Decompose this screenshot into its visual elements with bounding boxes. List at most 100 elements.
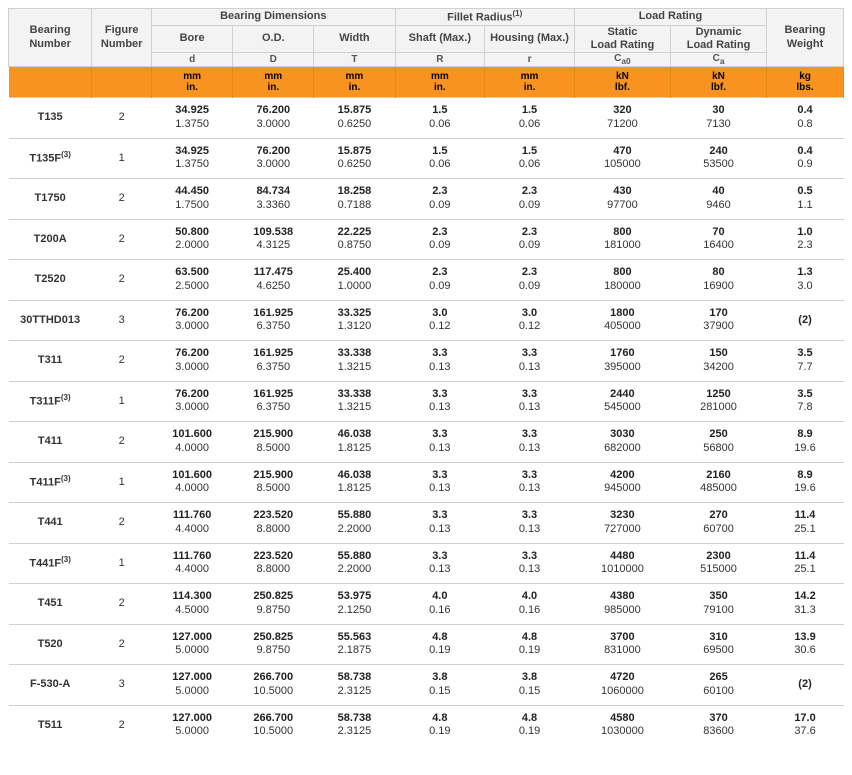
cell-figure-number: 1 <box>92 543 152 584</box>
unit-weight: kglbs. <box>767 67 844 98</box>
cell-figure-number: 2 <box>92 422 152 463</box>
table-cell: 2160485000 <box>670 462 766 503</box>
table-cell: 37083600 <box>670 705 766 745</box>
unit-od: mmin. <box>233 67 314 98</box>
table-cell: 4.80.19 <box>395 624 485 665</box>
table-cell: 127.0005.0000 <box>152 624 233 665</box>
table-cell: 58.7382.3125 <box>314 665 395 706</box>
table-cell: 3.57.8 <box>767 381 844 422</box>
table-cell: 3.80.15 <box>395 665 485 706</box>
table-cell: 161.9256.3750 <box>233 300 314 341</box>
table-cell: 161.9256.3750 <box>233 381 314 422</box>
table-cell: 34.9251.3750 <box>152 138 233 179</box>
table-cell: 3.30.13 <box>395 422 485 463</box>
table-cell: 84.7343.3360 <box>233 179 314 220</box>
col-dynamic: Dynamic Load Rating <box>670 25 766 52</box>
sym-static: Ca0 <box>574 53 670 67</box>
table-cell: 11.425.1 <box>767 503 844 544</box>
units-row: mmin. mmin. mmin. mmin. mmin. kNlbf. kNl… <box>9 67 844 98</box>
table-cell: 24053500 <box>670 138 766 179</box>
table-cell: 1760395000 <box>574 341 670 382</box>
table-cell: 127.0005.0000 <box>152 665 233 706</box>
table-row: T1750244.4501.750084.7343.336018.2580.71… <box>9 179 844 220</box>
table-cell: 11.425.1 <box>767 543 844 584</box>
cell-figure-number: 2 <box>92 624 152 665</box>
table-cell: 3.30.13 <box>485 503 575 544</box>
table-cell: 215.9008.5000 <box>233 422 314 463</box>
table-cell: 109.5384.3125 <box>233 219 314 260</box>
table-cell: 800181000 <box>574 219 670 260</box>
col-bore: Bore <box>152 25 233 52</box>
cell-bearing-number: T311F(3) <box>9 381 92 422</box>
cell-bearing-number: T311 <box>9 341 92 382</box>
cell-bearing-number: T411 <box>9 422 92 463</box>
cell-figure-number: 3 <box>92 300 152 341</box>
table-cell: 223.5208.8000 <box>233 503 314 544</box>
cell-bearing-number: T200A <box>9 219 92 260</box>
table-row: T5112127.0005.0000266.70010.500058.7382.… <box>9 705 844 745</box>
table-cell: 27060700 <box>670 503 766 544</box>
table-cell: 2300515000 <box>670 543 766 584</box>
table-cell: 3.57.7 <box>767 341 844 382</box>
table-cell: 800180000 <box>574 260 670 301</box>
cell-figure-number: 2 <box>92 179 152 220</box>
table-cell: 127.0005.0000 <box>152 705 233 745</box>
table-cell: 76.2003.0000 <box>152 341 233 382</box>
table-row: T4112101.6004.0000215.9008.500046.0381.8… <box>9 422 844 463</box>
table-row: T2520263.5002.5000117.4754.625025.4001.0… <box>9 260 844 301</box>
table-row: T135234.9251.375076.2003.000015.8750.625… <box>9 98 844 139</box>
table-cell: 2.30.09 <box>395 260 485 301</box>
table-cell: 33.3251.3120 <box>314 300 395 341</box>
cell-bearing-number: T135F(3) <box>9 138 92 179</box>
table-cell: 4.00.16 <box>485 584 575 625</box>
cell-figure-number: 2 <box>92 503 152 544</box>
table-cell: 101.6004.0000 <box>152 422 233 463</box>
table-cell: 4380985000 <box>574 584 670 625</box>
col-bearing-number: Bearing Number <box>9 9 92 67</box>
group-fillet: Fillet Radius(1) <box>395 9 574 26</box>
table-row: T311F(3)176.2003.0000161.9256.375033.338… <box>9 381 844 422</box>
table-cell: 250.8259.8750 <box>233 584 314 625</box>
table-cell: 58.7382.3125 <box>314 705 395 745</box>
table-cell: 15.8750.6250 <box>314 138 395 179</box>
table-cell: 2.30.09 <box>395 219 485 260</box>
table-cell: 14.231.3 <box>767 584 844 625</box>
cell-figure-number: 2 <box>92 98 152 139</box>
table-row: T135F(3)134.9251.375076.2003.000015.8750… <box>9 138 844 179</box>
cell-figure-number: 3 <box>92 665 152 706</box>
cell-figure-number: 2 <box>92 260 152 301</box>
table-cell: 3.30.13 <box>395 503 485 544</box>
col-housing: Housing (Max.) <box>485 25 575 52</box>
table-cell: (2) <box>767 300 844 341</box>
table-header: Bearing Number Figure Number Bearing Dim… <box>9 9 844 98</box>
table-cell: 25056800 <box>670 422 766 463</box>
table-row: 30TTHD013376.2003.0000161.9256.375033.32… <box>9 300 844 341</box>
table-cell: 7016400 <box>670 219 766 260</box>
col-static: Static Load Rating <box>574 25 670 52</box>
cell-figure-number: 1 <box>92 462 152 503</box>
table-row: T441F(3)1111.7604.4000223.5208.800055.88… <box>9 543 844 584</box>
col-od: O.D. <box>233 25 314 52</box>
table-cell: 35079100 <box>670 584 766 625</box>
table-cell: 43097700 <box>574 179 670 220</box>
table-cell: 47201060000 <box>574 665 670 706</box>
table-row: T5202127.0005.0000250.8259.875055.5632.1… <box>9 624 844 665</box>
table-cell: 8.919.6 <box>767 462 844 503</box>
table-cell: 25.4001.0000 <box>314 260 395 301</box>
unit-dynamic: kNlbf. <box>670 67 766 98</box>
table-cell: 266.70010.5000 <box>233 665 314 706</box>
unit-shaft: mmin. <box>395 67 485 98</box>
sym-housing: r <box>485 53 575 67</box>
cell-bearing-number: 30TTHD013 <box>9 300 92 341</box>
cell-bearing-number: T411F(3) <box>9 462 92 503</box>
table-cell: 3230727000 <box>574 503 670 544</box>
cell-figure-number: 2 <box>92 705 152 745</box>
table-cell: 33.3381.3215 <box>314 381 395 422</box>
table-cell: 1.50.06 <box>485 98 575 139</box>
cell-bearing-number: T451 <box>9 584 92 625</box>
table-row: T411F(3)1101.6004.0000215.9008.500046.03… <box>9 462 844 503</box>
table-cell: 76.2003.0000 <box>233 138 314 179</box>
table-cell: 13.930.6 <box>767 624 844 665</box>
table-cell: 3.30.13 <box>485 341 575 382</box>
unit-blank-2 <box>92 67 152 98</box>
